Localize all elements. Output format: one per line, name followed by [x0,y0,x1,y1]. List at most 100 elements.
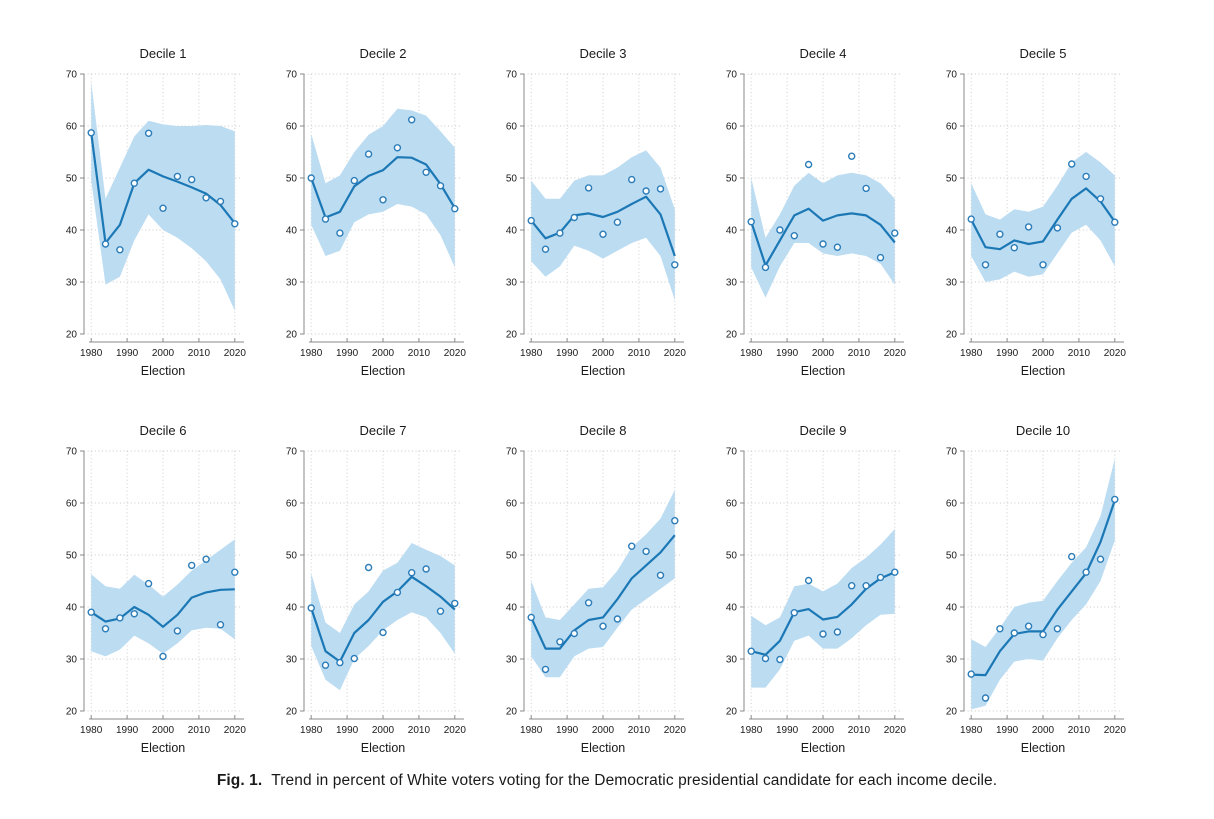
svg-text:1980: 1980 [300,725,323,736]
svg-text:70: 70 [66,447,78,458]
y-tick-labels: 20 30 40 50 60 70 [286,447,298,718]
svg-text:2020: 2020 [224,725,247,736]
svg-text:50: 50 [726,174,738,185]
svg-text:60: 60 [66,122,78,133]
svg-text:2010: 2010 [408,725,431,736]
panel-chart: 20 30 40 50 60 70 1980 1990 2000 2010 2020 Election… [946,46,1127,378]
svg-text:70: 70 [286,70,298,81]
data-point [599,230,607,238]
panel-chart: 20 30 40 50 60 70 1980 1990 2000 2010 2020 Election… [506,423,687,755]
svg-text:2020: 2020 [884,725,907,736]
data-points [747,568,899,664]
panel-title: Decile 10 [1016,423,1070,438]
data-point [1024,622,1033,630]
panel-decile-5: 20 30 40 50 60 70 1980 1990 2000 2010 2020 Election… [932,36,1152,387]
data-point [599,622,607,630]
svg-text:30: 30 [286,655,298,666]
data-point [364,563,373,572]
data-point [1039,261,1047,269]
y-tick-labels: 20 30 40 50 60 70 [286,70,298,341]
svg-text:2010: 2010 [188,348,211,359]
svg-text:50: 50 [66,551,78,562]
data-point [1039,630,1047,639]
x-tick-labels: 1980 1990 2000 2010 2020 [520,348,686,359]
data-point [627,542,636,550]
data-point [876,573,885,582]
panel-decile-7: 20 30 40 50 60 70 1980 1990 2000 2010 2020 Election… [272,413,492,764]
svg-text:50: 50 [286,551,298,562]
x-axis-label: Election [801,364,846,378]
data-point [613,218,622,226]
svg-text:2020: 2020 [884,348,907,359]
svg-text:60: 60 [726,122,738,133]
svg-text:1990: 1990 [556,348,579,359]
svg-text:2010: 2010 [188,725,211,736]
data-point [187,561,196,570]
data-point [1111,495,1119,504]
data-point [144,579,153,588]
data-point [451,599,459,608]
x-tick-labels: 1980 1990 2000 2010 2020 [300,348,466,359]
data-point [159,204,167,212]
svg-text:40: 40 [506,226,518,237]
confidence-band [751,172,895,298]
trend-line [310,575,456,663]
data-point [407,568,416,577]
svg-text:20: 20 [66,330,78,341]
svg-text:20: 20 [506,707,518,718]
data-point [1067,160,1076,168]
data-point [116,614,124,622]
data-point [436,607,445,615]
data-point [833,243,842,251]
data-point [627,175,636,184]
svg-text:2010: 2010 [848,348,871,359]
svg-text:50: 50 [506,551,518,562]
panel-title: Decile 4 [800,46,847,61]
svg-text:1990: 1990 [996,348,1019,359]
figure-caption-label: Fig. 1. [216,772,263,789]
data-point [747,217,755,226]
svg-text:50: 50 [946,174,958,185]
panel-chart: 20 30 40 50 60 70 1980 1990 2000 2010 2020 Election… [286,423,467,755]
x-tick-labels: 1980 1990 2000 2010 2020 [960,348,1126,359]
svg-text:30: 30 [946,278,958,289]
svg-text:1990: 1990 [116,725,139,736]
x-axis-label: Election [361,741,406,755]
svg-text:30: 30 [946,655,958,666]
panel-decile-4: 20 30 40 50 60 70 1980 1990 2000 2010 2020 Election… [712,36,932,387]
data-point [804,576,813,585]
trend-line [90,132,236,245]
svg-text:60: 60 [946,499,958,510]
svg-text:20: 20 [286,330,298,341]
x-tick-labels: 1980 1990 2000 2010 2020 [80,725,246,736]
svg-text:20: 20 [946,330,958,341]
axes [960,450,1124,720]
panel-title: Decile 5 [1020,46,1067,61]
data-point [847,581,856,590]
svg-text:50: 50 [506,174,518,185]
data-point [307,604,315,612]
svg-text:1990: 1990 [116,348,139,359]
svg-text:20: 20 [66,707,78,718]
data-point [819,240,827,248]
y-tick-labels: 20 30 40 50 60 70 [726,70,738,341]
data-point [790,231,799,240]
svg-text:70: 70 [506,70,518,81]
data-point [173,627,182,635]
svg-text:2010: 2010 [1068,725,1091,736]
panel-chart: 20 30 40 50 60 70 1980 1990 2000 2010 2020 Election… [66,46,247,378]
data-point [436,182,445,190]
svg-text:2000: 2000 [812,348,835,359]
data-point [1082,172,1090,181]
data-point [336,229,344,237]
x-tick-labels: 1980 1990 2000 2010 2020 [300,725,466,736]
svg-text:2020: 2020 [664,725,687,736]
svg-text:2020: 2020 [664,348,687,359]
svg-text:60: 60 [286,122,298,133]
data-point [541,245,550,253]
svg-text:30: 30 [726,278,738,289]
panel-chart: 20 30 40 50 60 70 1980 1990 2000 2010 2020 Election… [726,423,907,755]
svg-text:60: 60 [946,122,958,133]
data-point [1096,195,1105,203]
svg-text:30: 30 [286,278,298,289]
